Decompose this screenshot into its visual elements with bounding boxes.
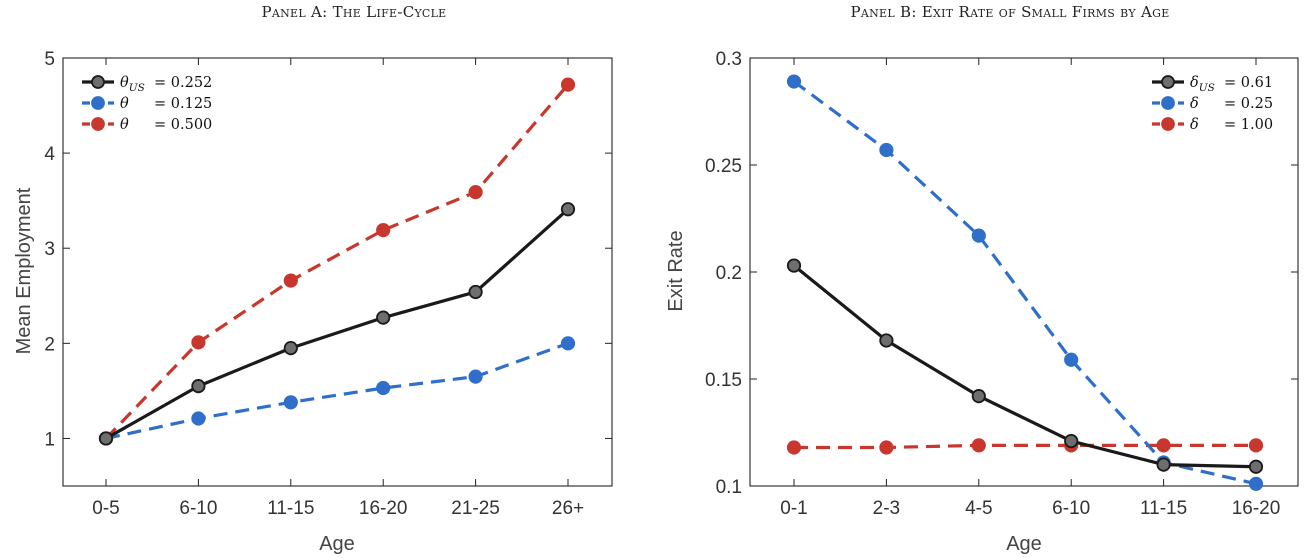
panel-a-title: Panel A: The Life-Cycle bbox=[261, 3, 446, 21]
panel-b-series-1-point bbox=[879, 142, 894, 158]
panel-b-series-1-point bbox=[971, 228, 986, 243]
panel-b-series-2-point bbox=[971, 438, 986, 453]
panel-b-title: Panel B: Exit Rate of Small Firms by Age bbox=[850, 3, 1169, 21]
panel-b-series-0-point bbox=[786, 258, 802, 273]
panel-a-y-tick-label: 2 bbox=[44, 334, 55, 355]
panel-b-series-line-1 bbox=[793, 80, 1257, 486]
panel-a-x-tick-label: 26+ bbox=[552, 498, 584, 519]
panel-a-legend-marker-1 bbox=[91, 96, 105, 110]
legend-symbol: δ bbox=[1190, 117, 1199, 133]
legend-symbol: δ bbox=[1190, 75, 1199, 91]
panel-a-series-1-point bbox=[468, 369, 483, 384]
legend-value: = 0.252 bbox=[154, 75, 212, 91]
panel-b-series-line-0 bbox=[792, 264, 1257, 469]
legend-value: = 0.25 bbox=[1224, 96, 1273, 112]
panel-a-series-0-point bbox=[98, 431, 114, 446]
panel-a-series-line-1 bbox=[105, 341, 569, 441]
panel-a-series-0-point bbox=[376, 310, 391, 325]
panel-b-y-tick-label: 0.15 bbox=[705, 370, 742, 391]
panel-a-series-2-point bbox=[560, 77, 576, 92]
legend-value: = 0.500 bbox=[154, 117, 212, 133]
panel-b-y-axis-label: Exit Rate bbox=[665, 230, 687, 311]
panel-a: Panel A: The Life-Cycle Age Mean Employm… bbox=[13, 3, 613, 555]
panel-a-legend-marker-2 bbox=[91, 117, 105, 131]
panel-a-series-2-point bbox=[468, 185, 483, 200]
panel-a-series-0-point bbox=[560, 202, 576, 217]
panel-b-x-tick-label: 16-20 bbox=[1232, 498, 1281, 519]
panel-a-series-2-point bbox=[283, 273, 298, 288]
panel-b-legend-marker-0 bbox=[1161, 75, 1175, 89]
panel-a-series-line-0 bbox=[105, 208, 570, 440]
panel-b-series-1-point bbox=[1064, 352, 1079, 367]
panel-a-y-axis-label: Mean Employment bbox=[13, 187, 35, 354]
panel-a-series-0-point bbox=[283, 340, 298, 356]
panel-a-series-1-point bbox=[560, 336, 576, 351]
panel-b-y-tick-label: 0.2 bbox=[716, 263, 742, 284]
panel-a-legend-entry-0: θUS = 0.252 bbox=[120, 75, 212, 94]
panel-a-legend-entry-2: θ = 0.500 bbox=[120, 117, 212, 133]
panel-b-series-2-point bbox=[1248, 438, 1264, 453]
panel-b-legend-entry-1: δ = 0.25 bbox=[1190, 96, 1273, 112]
panel-b-series-2-point bbox=[786, 440, 802, 455]
panel-b-x-tick-label: 11-15 bbox=[1140, 498, 1187, 519]
panel-b-series-0-point bbox=[1156, 457, 1171, 472]
panel-b-series-line-2 bbox=[794, 443, 1256, 450]
panel-a-y-tick-label: 4 bbox=[44, 144, 55, 165]
panel-a-x-tick-label: 11-15 bbox=[267, 498, 314, 519]
legend-symbol: δ bbox=[1190, 96, 1199, 112]
panel-b-legend-marker-1 bbox=[1161, 96, 1175, 110]
panel-a-y-tick-label: 3 bbox=[44, 239, 55, 260]
panel-b: Panel B: Exit Rate of Small Firms by Age… bbox=[665, 3, 1299, 555]
panel-a-legend-entry-1: θ = 0.125 bbox=[120, 96, 212, 112]
panel-b-x-tick-label: 4-5 bbox=[965, 498, 992, 519]
panel-a-series-line-2 bbox=[104, 83, 570, 440]
panel-b-y-tick-label: 0.25 bbox=[705, 156, 742, 177]
panel-b-x-axis-label: Age bbox=[1006, 533, 1042, 555]
panel-a-series-1-point bbox=[283, 395, 298, 410]
panel-a-series-0-point bbox=[468, 284, 483, 300]
panel-a-x-tick-label: 6-10 bbox=[179, 498, 217, 519]
panel-a-series-0-point bbox=[191, 379, 206, 394]
panel-b-x-tick-label: 6-10 bbox=[1052, 498, 1090, 519]
legend-symbol: θ bbox=[120, 96, 129, 112]
panel-a-legend-marker-0 bbox=[91, 75, 105, 89]
panel-a-plot-frame bbox=[62, 57, 613, 487]
panel-a-series-1-point bbox=[376, 380, 391, 396]
legend-value: = 0.125 bbox=[154, 96, 212, 112]
panel-b-series-1-point bbox=[1248, 476, 1264, 491]
panel-b-plot-frame bbox=[749, 57, 1299, 487]
panel-b-series-0-point bbox=[879, 333, 894, 348]
panel-a-series-1-point bbox=[191, 411, 206, 426]
panel-b-series-2-point bbox=[879, 440, 894, 455]
panel-a-x-tick-label: 16-20 bbox=[359, 498, 408, 519]
panel-b-y-tick-label: 0.1 bbox=[716, 477, 742, 498]
legend-symbol: θ bbox=[120, 117, 129, 133]
panel-b-series-1-point bbox=[786, 74, 802, 89]
panel-a-series-2-point bbox=[191, 335, 206, 350]
legend-value: = 1.00 bbox=[1224, 117, 1273, 133]
legend-value: = 0.61 bbox=[1224, 75, 1273, 91]
legend-subscript: US bbox=[1199, 82, 1215, 94]
panel-b-legend-entry-2: δ = 1.00 bbox=[1190, 117, 1273, 133]
panel-b-legend-entry-0: δUS = 0.61 bbox=[1190, 75, 1273, 94]
panel-b-x-tick-label: 0-1 bbox=[780, 498, 807, 519]
panel-a-y-tick-label: 5 bbox=[44, 49, 55, 70]
panel-b-x-tick-label: 2-3 bbox=[873, 498, 900, 519]
legend-subscript: US bbox=[129, 82, 145, 94]
panel-a-x-tick-label: 21-25 bbox=[451, 498, 500, 519]
panel-a-series-2-point bbox=[376, 223, 391, 238]
panel-b-y-tick-label: 0.3 bbox=[716, 49, 742, 70]
panel-b-series-0-point bbox=[1248, 459, 1264, 474]
legend-symbol: θ bbox=[120, 75, 129, 91]
panel-b-series-0-point bbox=[1064, 433, 1079, 449]
panel-b-legend-marker-2 bbox=[1161, 117, 1175, 131]
panel-a-y-tick-label: 1 bbox=[44, 429, 55, 450]
panel-b-series-2-point bbox=[1156, 438, 1171, 453]
panel-a-x-axis-label: Age bbox=[319, 533, 355, 555]
panel-a-x-tick-label: 0-5 bbox=[92, 498, 119, 519]
panel-b-series-0-point bbox=[971, 389, 986, 404]
